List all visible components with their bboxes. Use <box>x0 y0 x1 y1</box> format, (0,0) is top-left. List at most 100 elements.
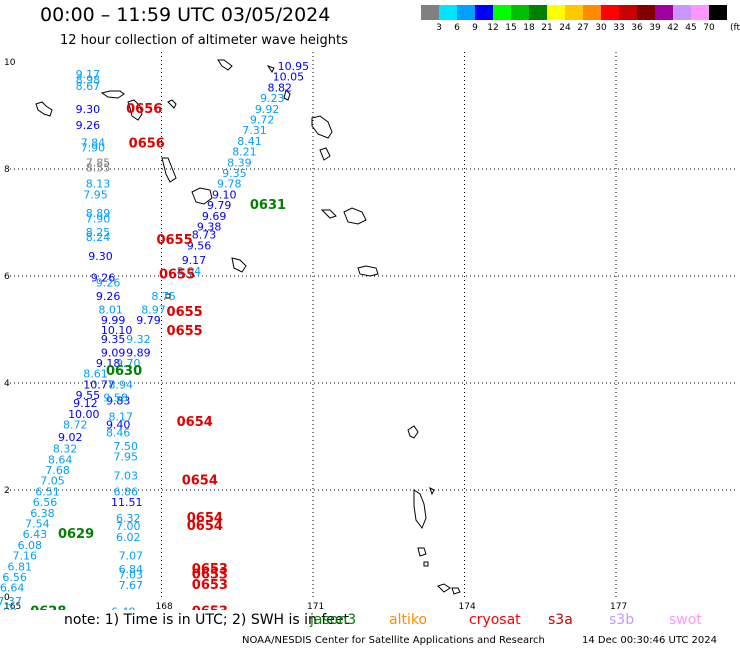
legend-swatch <box>421 5 439 20</box>
wave-height-value: 7.00 <box>116 520 141 533</box>
legend-swatch <box>709 5 727 20</box>
wave-height-value: 8.67 <box>76 80 101 93</box>
island-outline <box>357 265 379 277</box>
wave-height-value: 9.26 <box>91 271 116 284</box>
wave-height-value: 8.97 <box>141 303 166 316</box>
wave-height-value: 9.30 <box>76 103 101 116</box>
wave-height-value: 8.94 <box>108 378 133 391</box>
observation-layer: 9.178.988.6710.9510.058.829.239.929.729.… <box>0 60 309 610</box>
wave-height-value: 9.18 <box>96 357 121 370</box>
island-outline <box>319 147 331 161</box>
pass-time-label: 0655 <box>167 324 203 339</box>
wave-height-value: 8.82 <box>268 81 293 94</box>
wave-height-value: 9.79 <box>207 199 232 212</box>
wave-height-value: 7.16 <box>13 550 38 563</box>
wave-height-value: 8.13 <box>86 178 111 191</box>
wave-height-value: 6.02 <box>116 531 141 544</box>
pass-time-label: 0629 <box>58 527 94 542</box>
wave-height-value: 6.56 <box>2 571 27 584</box>
legend-label: 33 <box>613 23 625 33</box>
x-tick-label: 165 <box>4 602 21 610</box>
island-outline <box>266 65 275 73</box>
legend-swatch <box>583 5 601 20</box>
y-tick-label: 0 <box>4 593 10 603</box>
page-subtitle: 12 hour collection of altimeter wave hei… <box>60 33 348 48</box>
island-outline <box>35 101 53 117</box>
island-outline <box>417 547 427 557</box>
wave-height-value: 11.51 <box>111 496 143 509</box>
wave-height-value: 7.54 <box>25 517 50 530</box>
wave-height-value: 10.10 <box>101 324 132 337</box>
wave-height-value: 7.68 <box>45 464 70 477</box>
wave-height-value: 6.84 <box>119 563 144 576</box>
legend-swatch <box>511 5 529 20</box>
wave-height-value: 7.95 <box>114 451 138 464</box>
wave-height-value: 9.38 <box>197 221 222 234</box>
legend-label: 42 <box>667 23 679 33</box>
wave-height-value: 9.26 <box>76 119 101 132</box>
pass-time-label: 0653 <box>192 567 228 582</box>
wave-height-value: 6.43 <box>23 528 48 541</box>
legend-swatch <box>673 5 691 20</box>
axis-tick-labels: 165 168 171 174 177 0 2 4 6 8 10 <box>4 58 627 610</box>
legend-swatch <box>655 5 673 20</box>
wave-height-value: 8.73 <box>192 229 217 242</box>
wave-height-value: 6.64 <box>0 582 24 595</box>
legend-label: 24 <box>559 23 571 33</box>
wave-height-value: 9.89 <box>126 346 150 359</box>
legend-label: 9 <box>472 23 478 33</box>
wave-height-value: 8.25 <box>86 226 111 239</box>
island-outline <box>283 89 291 101</box>
legend-swatch <box>601 5 619 20</box>
wave-height-value: 9.35 <box>101 333 126 346</box>
wave-height-value: 9.30 <box>88 250 113 263</box>
pass-time-label: 0654 <box>187 519 223 534</box>
wave-height-value: 6.81 <box>7 560 32 573</box>
pass-time-label: 0655 <box>156 233 192 248</box>
wave-height-value: 8.17 <box>108 410 133 423</box>
footer-note: note: 1) Time is in UTC; 2) SWH is in fe… <box>64 612 350 628</box>
wave-height-value: 8.72 <box>63 418 88 431</box>
pass-time-label: 0630 <box>106 364 142 379</box>
legend-swatch <box>691 5 709 20</box>
wave-height-value: 6.86 <box>114 485 138 498</box>
wave-height-value: 8.75 <box>151 290 176 303</box>
wave-height-value: 8.24 <box>86 231 111 244</box>
x-tick-label: 168 <box>156 602 173 610</box>
pass-time-label: 0656 <box>129 137 165 152</box>
legend-label: 3 <box>436 23 442 33</box>
y-tick-label: 10 <box>4 58 16 68</box>
y-tick-label: 8 <box>4 165 10 175</box>
wave-height-value: 7.50 <box>114 440 138 453</box>
legend-swatch <box>565 5 583 20</box>
legend-label: 6 <box>454 23 460 33</box>
legend-label: 30 <box>595 23 607 33</box>
wave-height-value: 7.05 <box>40 475 65 488</box>
wave-height-value: 9.70 <box>116 357 141 370</box>
wave-height-value: 9.12 <box>73 397 98 410</box>
island-outline <box>100 90 125 99</box>
wave-height-value: 9.17 <box>182 254 207 267</box>
wave-height-value: 6.56 <box>33 496 58 509</box>
wave-height-value: 9.02 <box>58 431 83 444</box>
wave-height-value: 9.69 <box>202 210 227 223</box>
wave-height-value: 8.04 <box>177 265 202 278</box>
wave-height-value: 6.48 <box>111 606 136 610</box>
pass-time-label: 0656 <box>126 102 162 117</box>
island-outline <box>423 561 429 567</box>
wave-height-value: 7.90 <box>81 141 106 154</box>
wave-height-value: 8.89 <box>86 207 111 220</box>
wave-height-value: 10.05 <box>273 71 305 84</box>
wave-height-value: 7.84 <box>81 137 106 150</box>
island-outline <box>320 209 337 219</box>
y-tick-label: 6 <box>4 272 10 282</box>
wave-height-value: 9.26 <box>96 277 121 290</box>
x-tick-label: 171 <box>307 602 324 610</box>
wave-height-value: 7.67 <box>119 579 144 592</box>
wave-height-value: 6.08 <box>18 539 43 552</box>
wave-height-value: 9.55 <box>76 389 101 402</box>
island-outline <box>167 99 177 109</box>
wave-height-value: 9.10 <box>212 188 237 201</box>
island-outline <box>343 207 367 225</box>
